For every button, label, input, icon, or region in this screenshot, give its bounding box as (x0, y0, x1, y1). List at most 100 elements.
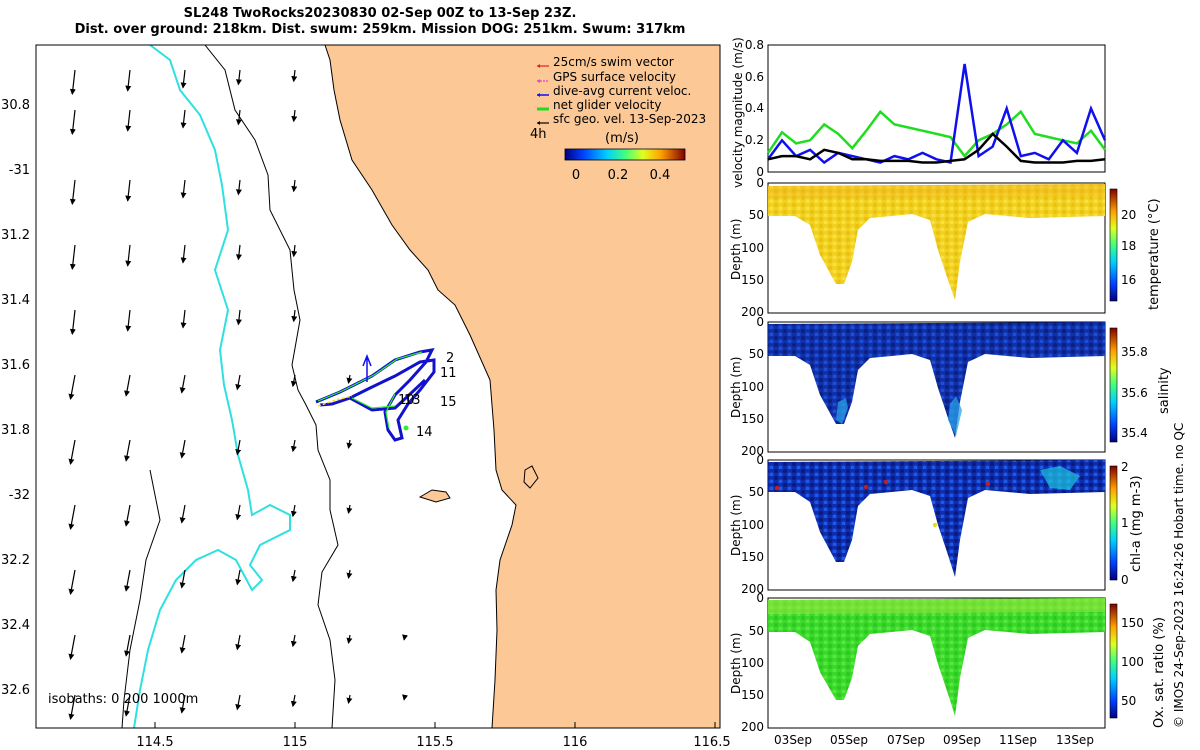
temperature-warm-surface (768, 184, 1105, 198)
oxygen-high-surface (768, 598, 1105, 614)
current-vector-arrow (68, 504, 76, 530)
map-y-tick: 32.4 (1, 618, 30, 633)
svg-text:sfc geo. vel. 13-Sep-2023: sfc geo. vel. 13-Sep-2023 (553, 112, 706, 126)
current-vector-arrow (235, 569, 242, 586)
velocity-y-axis: 0 0.2 0.4 0.6 0.8 (745, 38, 764, 179)
isobath-200m-deep (121, 469, 161, 728)
salinity-y-ticks: 0 50 100 150 200 (741, 315, 764, 458)
current-vector-arrow (125, 244, 132, 267)
current-vector-arrow (290, 439, 297, 453)
oxygen-y-ticks: 0 50 100 150 200 (741, 591, 764, 734)
oxygen-data-field (768, 598, 1105, 716)
current-vector-arrow (291, 244, 298, 258)
map-x-tick: 116.5 (693, 735, 730, 750)
title-line-2: Dist. over ground: 218km. Dist. swum: 25… (74, 22, 686, 37)
svg-text:dive-avg current veloc.: dive-avg current veloc. (553, 84, 691, 98)
map-y-tick: 32.6 (1, 683, 30, 698)
depth-tick: 150 (741, 688, 764, 702)
date-tick: 03Sep (774, 733, 812, 747)
current-vector-arrow (346, 569, 353, 579)
depth-tick: 100 (741, 380, 764, 394)
current-vector-arrow (179, 504, 186, 524)
date-x-axis: 03Sep 05Sep 07Sep 09Sep 11Sep 13Sep (774, 733, 1094, 747)
current-vector-arrow (290, 374, 297, 388)
isobaths-label: isobaths: 0 200 1000m (48, 692, 198, 707)
depth-tick: 150 (741, 273, 764, 287)
current-vector-arrow (179, 634, 186, 654)
current-vector-arrow (180, 69, 187, 89)
chla-cbar-tick: 2 (1121, 460, 1129, 474)
depth-tick: 200 (741, 444, 764, 458)
time-marker-label: 4h (530, 127, 547, 142)
day-label: 15 (440, 395, 457, 410)
current-vector-arrow (68, 569, 76, 595)
surface-geostrophic-vectors (68, 69, 408, 720)
current-vector-arrow (291, 309, 298, 323)
current-vector-arrow (180, 179, 187, 199)
section-panels: 16 18 20 temperature (°C) 0 50 100 150 2… (729, 176, 1172, 747)
velocity-y-tick: 0.6 (745, 70, 764, 84)
temperature-y-label: Depth (m) (729, 219, 743, 280)
current-vector-arrow (124, 694, 131, 717)
current-vector-arrow (235, 109, 242, 126)
title-line-1: SL248 TwoRocks20230830 02-Sep 00Z to 13-… (183, 6, 577, 21)
salinity-colorbar (1109, 327, 1118, 443)
current-vector-arrow (235, 634, 242, 651)
isobath-200m (204, 45, 339, 728)
depth-tick: 100 (741, 656, 764, 670)
island-rottnest (418, 489, 451, 503)
map-x-tick: 114.5 (136, 735, 173, 750)
current-vector-arrow (124, 439, 131, 462)
salinity-cbar-tick: 35.4 (1121, 426, 1148, 440)
depth-tick: 150 (741, 550, 764, 564)
current-vector-arrow (290, 569, 297, 583)
map-y-tick: 32.2 (1, 553, 30, 568)
current-vector-arrow (180, 244, 187, 264)
current-vector-arrow (69, 179, 76, 205)
map-frame (35, 44, 721, 729)
imos-credit: © IMOS 24-Sep-2023 16:24:26 Hobart time.… (1172, 422, 1186, 728)
map-x-axis: 114.5 115 115.5 116 116.5 (136, 722, 731, 750)
salinity-high-patch (836, 398, 848, 424)
colorbar-tick: 0 (572, 168, 580, 183)
current-vector-arrow (291, 69, 298, 83)
chla-y-ticks: 0 50 100 150 200 (741, 453, 764, 596)
legend-item-sfc-geo: sfc geo. vel. 13-Sep-2023 (537, 112, 706, 126)
depth-tick: 150 (741, 412, 764, 426)
velocity-magnitude-panel: 0 0.2 0.4 0.6 0.8 velocity magnitude (m/… (731, 37, 1107, 188)
legend-item-dive-avg: dive-avg current veloc. (537, 84, 691, 98)
salinity-cbar-tick: 35.6 (1121, 386, 1148, 400)
legend-item-net-glider: net glider velocity (537, 98, 661, 112)
date-tick: 09Sep (943, 733, 981, 747)
depth-tick: 0 (756, 176, 764, 190)
current-vector-arrow (68, 374, 76, 400)
chla-high-point (863, 484, 869, 490)
chla-high-point (985, 481, 991, 487)
current-vector-arrow (346, 694, 353, 704)
current-vector-arrow (402, 634, 408, 641)
current-vector-arrow (124, 504, 131, 527)
day-label: 13 (404, 393, 421, 408)
svg-text:25cm/s swim vector: 25cm/s swim vector (553, 55, 674, 69)
velocity-series (766, 63, 1107, 165)
current-vector-arrow (290, 634, 297, 648)
current-vector-arrow (124, 634, 131, 657)
oxygen-colorbar (1109, 603, 1118, 719)
colorbar-title: (m/s) (605, 131, 639, 146)
current-vector-arrow (125, 69, 132, 92)
current-vector-arrow (235, 694, 242, 711)
map-y-tick: 31.8 (1, 423, 30, 438)
chla-surface-patch (1040, 466, 1080, 490)
salinity-cbar-label: salinity (1157, 367, 1172, 414)
chla-cbar-label: chl-a (mg m-3) (1129, 475, 1144, 572)
current-vector-arrow (402, 694, 408, 701)
current-vector-arrow (290, 694, 297, 708)
current-vector-arrow (68, 439, 76, 465)
date-tick: 13Sep (1056, 733, 1094, 747)
temperature-y-ticks: 0 50 100 150 200 (741, 176, 764, 319)
depth-tick: 0 (756, 453, 764, 467)
map-y-axis: 30.8 -31 31.2 31.4 31.6 31.8 -32 32.2 32… (1, 98, 30, 698)
current-vector-arrow (235, 439, 242, 456)
map-y-tick: 31.6 (1, 358, 30, 373)
